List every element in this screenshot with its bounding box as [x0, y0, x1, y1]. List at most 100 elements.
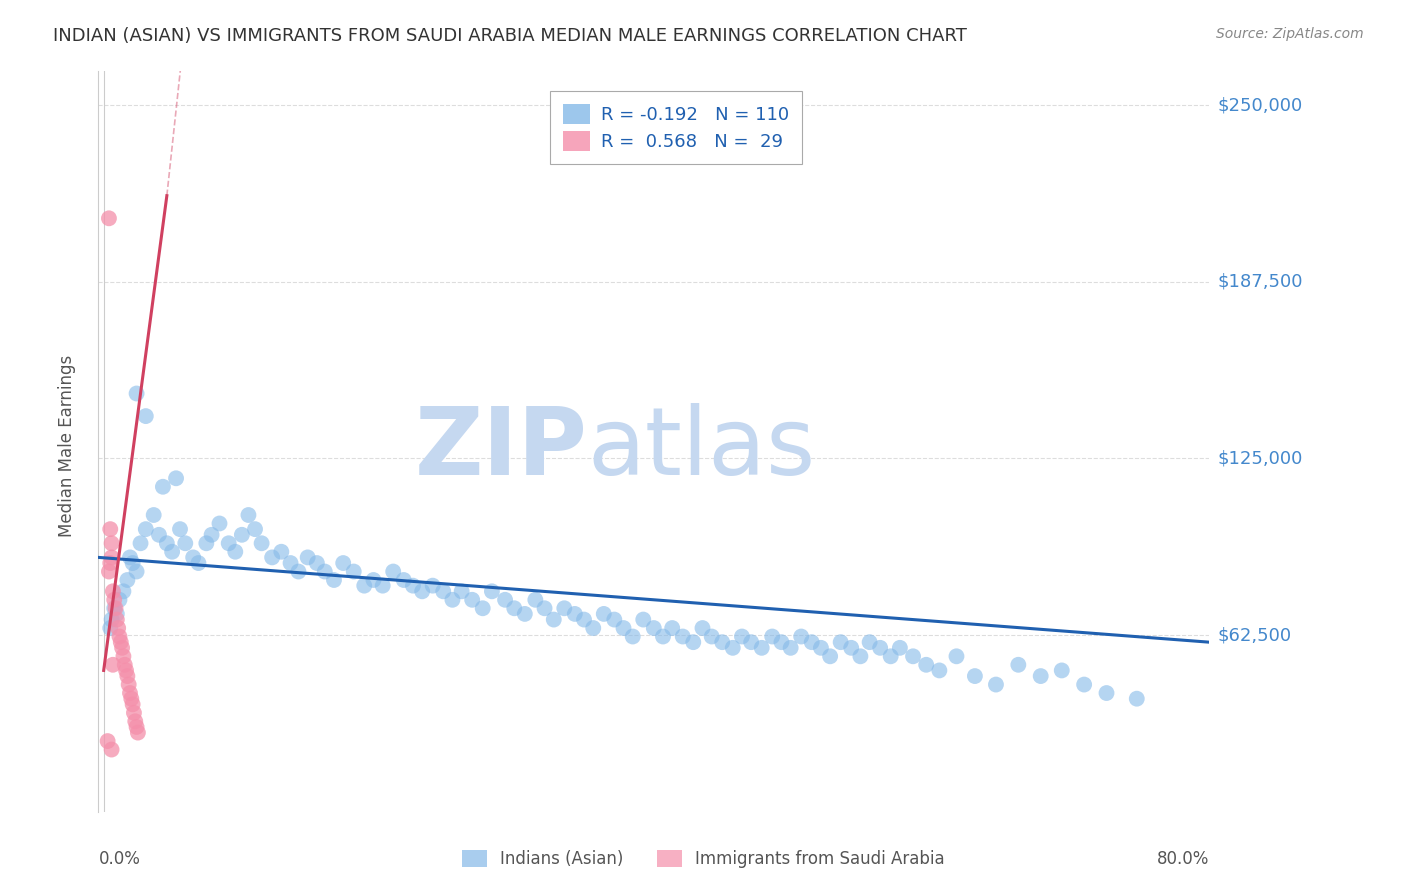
Point [98, 621, 121, 635]
Point [100, 742, 122, 756]
Point [830, 635, 852, 649]
Point [135, 409, 157, 423]
Point [152, 480, 174, 494]
Point [740, 635, 762, 649]
Point [513, 607, 536, 621]
Point [169, 522, 191, 536]
Point [297, 550, 319, 565]
Point [127, 725, 149, 739]
Point [721, 640, 744, 655]
Point [105, 607, 128, 621]
Point [533, 601, 555, 615]
Point [115, 664, 138, 678]
Point [612, 621, 634, 635]
Point [112, 584, 135, 599]
Text: Source: ZipAtlas.com: Source: ZipAtlas.com [1216, 27, 1364, 41]
Text: atlas: atlas [588, 403, 815, 495]
Point [984, 677, 1007, 691]
Point [121, 698, 143, 712]
Point [553, 601, 575, 615]
Point [700, 630, 723, 644]
Text: 80.0%: 80.0% [1157, 849, 1209, 868]
Point [103, 592, 125, 607]
Point [564, 607, 586, 621]
Point [343, 565, 366, 579]
Point [353, 579, 375, 593]
Point [323, 573, 346, 587]
Point [103, 601, 125, 615]
Point [869, 640, 891, 655]
Legend: R = -0.192   N = 110, R =  0.568   N =  29: R = -0.192 N = 110, R = 0.568 N = 29 [550, 92, 801, 164]
Point [1073, 677, 1095, 691]
Point [124, 714, 146, 729]
Text: INDIAN (ASIAN) VS IMMIGRANTS FROM SAUDI ARABIA MEDIAN MALE EARNINGS CORRELATION : INDIAN (ASIAN) VS IMMIGRANTS FROM SAUDI … [53, 27, 967, 45]
Point [461, 592, 484, 607]
Text: Median Male Earnings: Median Male Earnings [59, 355, 76, 537]
Point [98, 556, 121, 570]
Point [100, 550, 122, 565]
Point [187, 556, 209, 570]
Point [105, 613, 128, 627]
Point [790, 630, 813, 644]
Point [810, 640, 832, 655]
Text: 0.0%: 0.0% [98, 849, 141, 868]
Point [117, 573, 139, 587]
Point [692, 621, 714, 635]
Legend: Indians (Asian), Immigrants from Saudi Arabia: Indians (Asian), Immigrants from Saudi A… [454, 843, 952, 875]
Point [110, 635, 132, 649]
Point [503, 601, 526, 615]
Point [879, 649, 901, 664]
Point [800, 635, 823, 649]
Point [441, 592, 464, 607]
Point [129, 536, 152, 550]
Point [839, 640, 862, 655]
Point [112, 649, 135, 664]
Text: $125,000: $125,000 [1218, 450, 1303, 467]
Point [849, 649, 872, 664]
Point [682, 635, 704, 649]
Point [901, 649, 924, 664]
Point [363, 573, 385, 587]
Text: $250,000: $250,000 [1218, 96, 1303, 114]
Point [97, 211, 120, 226]
Point [572, 613, 595, 627]
Point [118, 677, 141, 691]
Point [751, 640, 773, 655]
Point [101, 584, 124, 599]
Point [270, 545, 292, 559]
Point [262, 550, 284, 565]
Point [118, 550, 141, 565]
Point [97, 734, 120, 748]
Point [582, 621, 605, 635]
Point [543, 613, 565, 627]
Point [231, 528, 253, 542]
Point [652, 630, 675, 644]
Point [125, 565, 148, 579]
Point [280, 556, 302, 570]
Point [432, 584, 454, 599]
Point [97, 565, 120, 579]
Point [1007, 657, 1029, 672]
Point [392, 573, 415, 587]
Point [1095, 686, 1118, 700]
Point [122, 706, 145, 720]
Point [779, 640, 801, 655]
Point [963, 669, 986, 683]
Point [117, 669, 139, 683]
Point [494, 592, 516, 607]
Point [142, 508, 165, 522]
Point [314, 565, 336, 579]
Point [120, 691, 142, 706]
Point [98, 522, 121, 536]
Point [125, 720, 148, 734]
Point [224, 545, 246, 559]
Point [305, 556, 328, 570]
Point [1126, 691, 1149, 706]
Point [945, 649, 967, 664]
Point [633, 613, 655, 627]
Point [111, 640, 134, 655]
Point [181, 550, 204, 565]
Point [174, 536, 197, 550]
Point [100, 536, 122, 550]
Point [761, 630, 783, 644]
